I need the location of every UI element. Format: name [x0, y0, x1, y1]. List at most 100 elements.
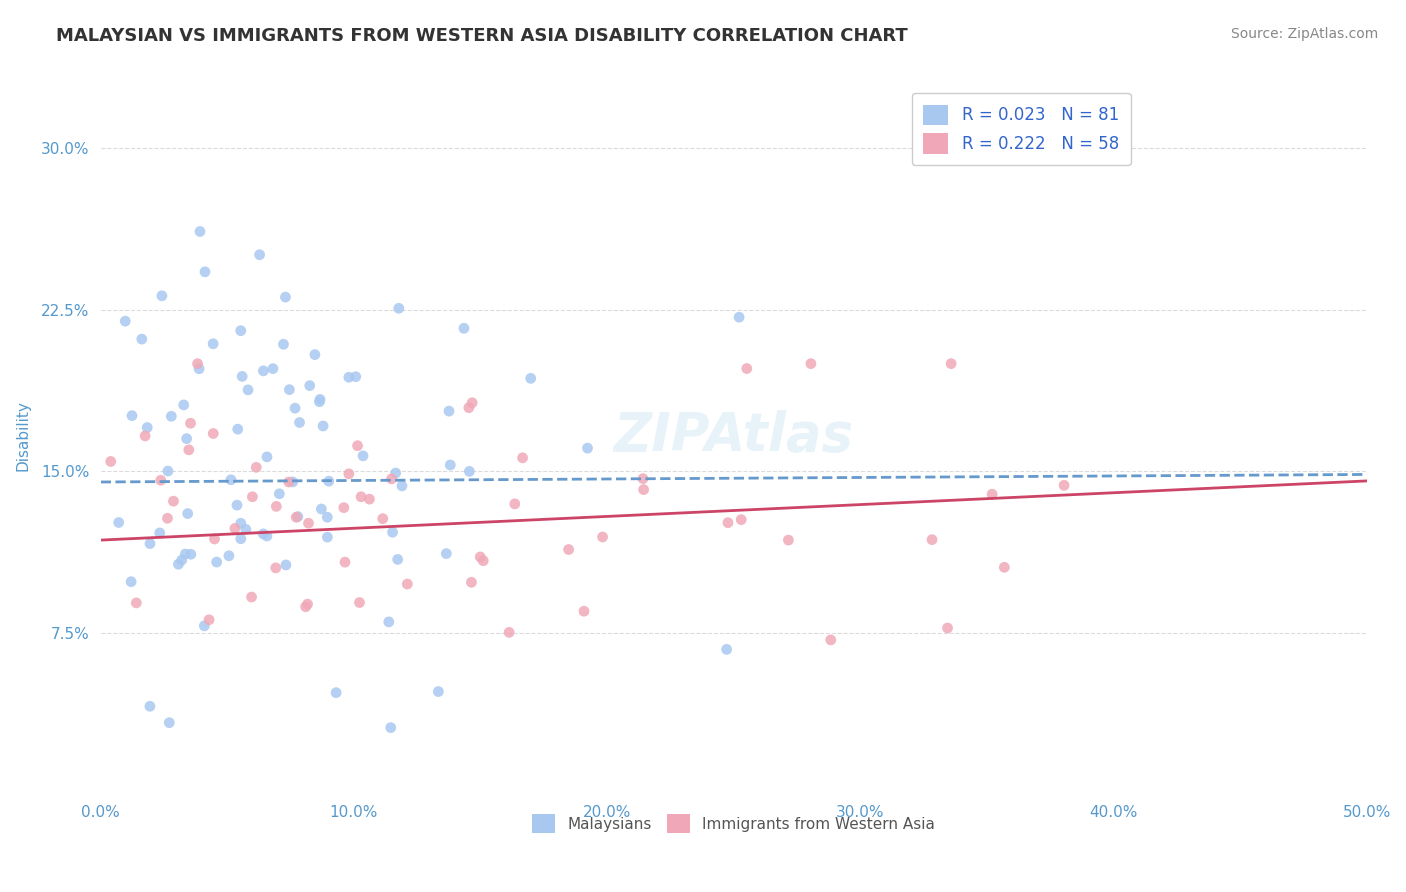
Point: [274, 290, 297, 304]
Point: [160, 409, 183, 424]
Point: [576, 441, 599, 455]
Point: [728, 310, 751, 325]
Point: [350, 490, 373, 504]
Point: [121, 409, 143, 423]
Point: [391, 479, 413, 493]
Point: [457, 401, 479, 415]
Point: [631, 472, 654, 486]
Point: [242, 490, 264, 504]
Point: [107, 516, 129, 530]
Point: [173, 398, 195, 412]
Point: [380, 472, 402, 486]
Point: [256, 450, 278, 464]
Point: [388, 301, 411, 316]
Point: [156, 511, 179, 525]
Point: [187, 357, 209, 371]
Point: [167, 558, 190, 572]
Point: [380, 721, 402, 735]
Point: [308, 394, 330, 409]
Point: [349, 595, 371, 609]
Point: [235, 523, 257, 537]
Point: [177, 442, 200, 457]
Point: [387, 552, 409, 566]
Point: [460, 575, 482, 590]
Point: [352, 449, 374, 463]
Point: [557, 542, 579, 557]
Point: [316, 530, 339, 544]
Point: [311, 502, 333, 516]
Point: [176, 432, 198, 446]
Point: [180, 547, 202, 561]
Text: MALAYSIAN VS IMMIGRANTS FROM WESTERN ASIA DISABILITY CORRELATION CHART: MALAYSIAN VS IMMIGRANTS FROM WESTERN ASI…: [56, 27, 908, 45]
Point: [162, 494, 184, 508]
Point: [266, 500, 288, 514]
Point: [396, 577, 419, 591]
Point: [470, 549, 492, 564]
Point: [337, 370, 360, 384]
Point: [325, 686, 347, 700]
Point: [294, 599, 316, 614]
Point: [150, 289, 173, 303]
Point: [427, 684, 450, 698]
Point: [226, 422, 249, 436]
Y-axis label: Disability: Disability: [15, 401, 30, 471]
Point: [229, 532, 252, 546]
Point: [188, 225, 211, 239]
Point: [503, 497, 526, 511]
Point: [921, 533, 943, 547]
Point: [318, 474, 340, 488]
Point: [198, 613, 221, 627]
Point: [434, 547, 457, 561]
Point: [273, 337, 295, 351]
Point: [297, 597, 319, 611]
Point: [176, 507, 198, 521]
Point: [125, 596, 148, 610]
Point: [120, 574, 142, 589]
Point: [262, 361, 284, 376]
Point: [226, 498, 249, 512]
Point: [316, 510, 339, 524]
Point: [229, 516, 252, 531]
Point: [716, 642, 738, 657]
Point: [204, 532, 226, 546]
Point: [245, 460, 267, 475]
Point: [149, 525, 172, 540]
Point: [633, 483, 655, 497]
Point: [453, 321, 475, 335]
Point: [337, 467, 360, 481]
Point: [820, 632, 842, 647]
Point: [157, 715, 180, 730]
Point: [939, 357, 962, 371]
Point: [156, 464, 179, 478]
Point: [180, 416, 202, 430]
Point: [298, 378, 321, 392]
Point: [231, 369, 253, 384]
Point: [378, 615, 401, 629]
Point: [194, 265, 217, 279]
Point: [717, 516, 740, 530]
Point: [202, 336, 225, 351]
Point: [264, 561, 287, 575]
Point: [224, 521, 246, 535]
Point: [174, 547, 197, 561]
Point: [288, 416, 311, 430]
Point: [285, 510, 308, 524]
Point: [730, 513, 752, 527]
Point: [572, 604, 595, 618]
Point: [981, 487, 1004, 501]
Point: [139, 536, 162, 550]
Point: [229, 324, 252, 338]
Point: [256, 529, 278, 543]
Point: [188, 361, 211, 376]
Point: [458, 464, 481, 478]
Point: [287, 509, 309, 524]
Point: [333, 555, 356, 569]
Point: [800, 357, 823, 371]
Point: [297, 516, 319, 531]
Point: [170, 553, 193, 567]
Text: Source: ZipAtlas.com: Source: ZipAtlas.com: [1230, 27, 1378, 41]
Point: [936, 621, 959, 635]
Point: [371, 511, 394, 525]
Point: [498, 625, 520, 640]
Point: [1053, 478, 1076, 492]
